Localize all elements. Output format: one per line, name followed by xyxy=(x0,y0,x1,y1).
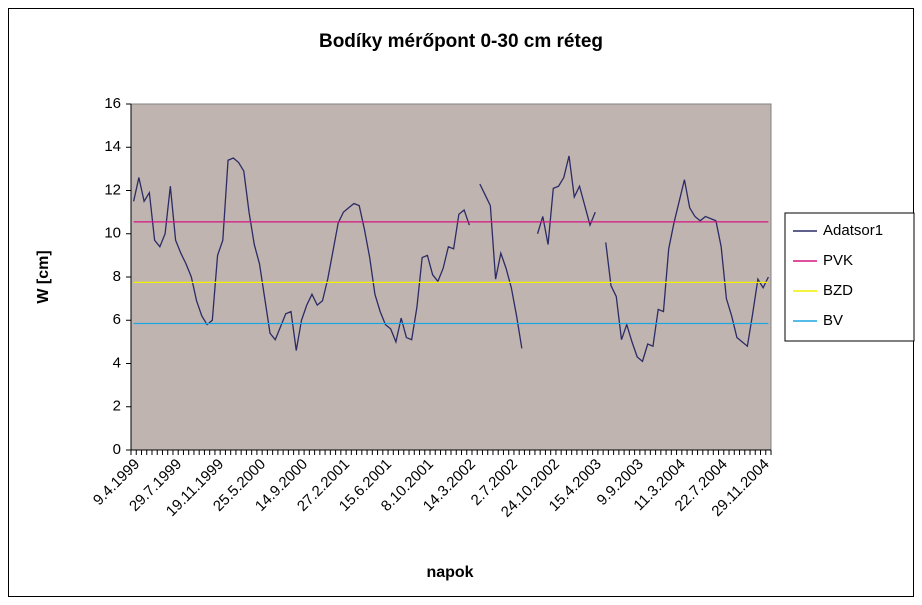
legend-label: PVK xyxy=(823,252,853,269)
y-tick-label: 10 xyxy=(104,225,121,242)
y-tick-label: 8 xyxy=(113,268,121,285)
series-line xyxy=(132,155,769,363)
x-axis-title: napok xyxy=(426,564,473,581)
legend-label: BZD xyxy=(823,282,853,299)
legend-label: BV xyxy=(823,312,843,329)
y-tick-label: 0 xyxy=(113,441,121,458)
chart-title: Bodíky mérőpont 0-30 cm réteg xyxy=(319,31,603,52)
y-tick-label: 6 xyxy=(113,311,121,328)
plot-area xyxy=(130,103,772,451)
y-axis-title: W [cm] xyxy=(35,250,52,303)
y-tick-label: 16 xyxy=(104,95,121,112)
y-tick-label: 12 xyxy=(104,181,121,198)
legend-box xyxy=(784,212,915,342)
y-tick-label: 14 xyxy=(104,138,121,155)
legend-label: Adatsor1 xyxy=(823,222,883,239)
y-tick-label: 2 xyxy=(113,398,121,415)
y-tick-label: 4 xyxy=(113,354,121,371)
